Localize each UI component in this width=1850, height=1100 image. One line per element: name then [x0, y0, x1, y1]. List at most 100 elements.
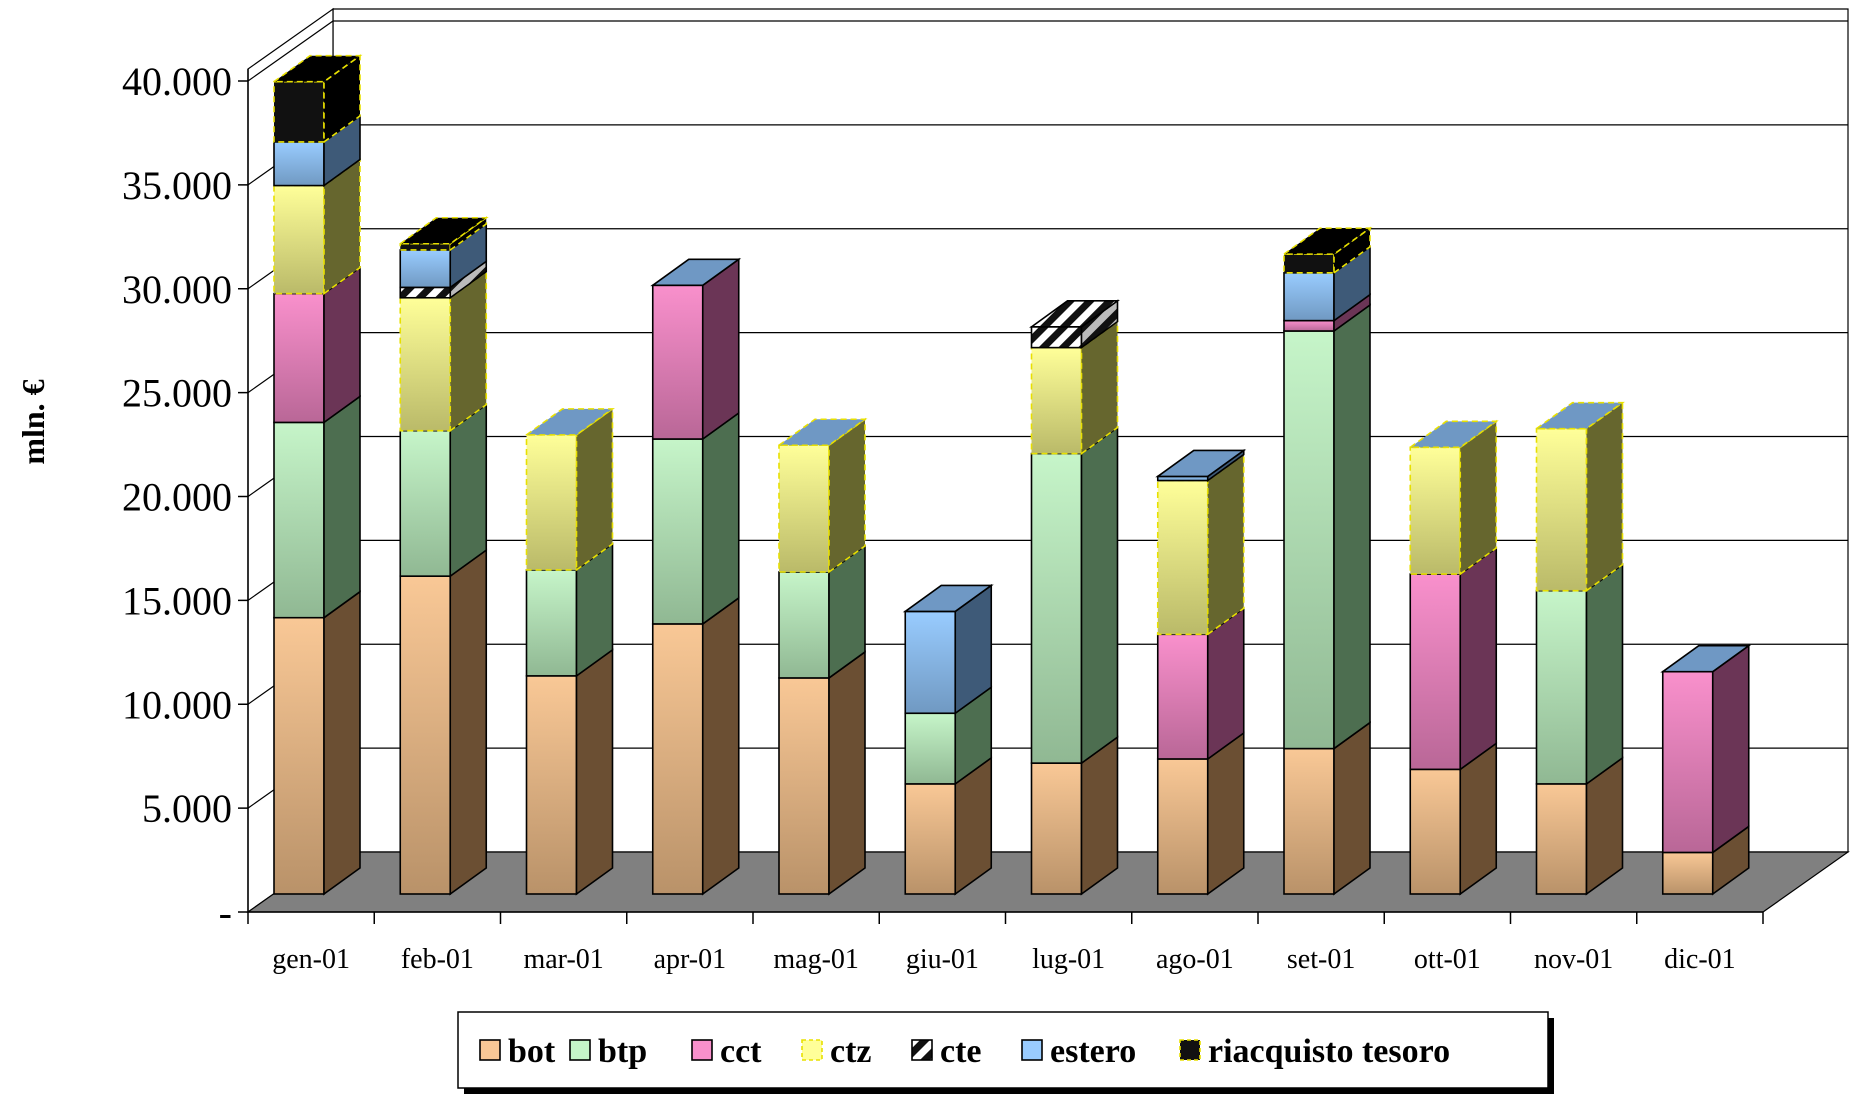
bar-front: [1535, 589, 1588, 785]
bar-front: [399, 296, 452, 432]
bar-segment-cct-gen-01: [273, 266, 361, 424]
legend-swatch-estero: [1021, 1039, 1043, 1061]
bar-segment-cte-lug-01: [1029, 299, 1120, 350]
bar-front: [525, 434, 578, 571]
bar-front: [273, 421, 325, 619]
bar-segment-ctz-nov-01: [1534, 401, 1625, 593]
bar-front: [399, 286, 452, 299]
legend: bot btp cct ctz cte estero riacquisto tesoro: [457, 1011, 1554, 1094]
bar-front: [1030, 346, 1083, 455]
legend-label-btp: btp: [598, 1033, 647, 1070]
y-tick-label: 35.000: [122, 163, 232, 208]
y-tick-label: 15.000: [122, 578, 232, 623]
y-tick-label: 40.000: [122, 59, 232, 104]
x-tick-label: gen-01: [272, 944, 350, 975]
bar-front: [1283, 272, 1335, 322]
bar-front: [273, 184, 325, 295]
bar-front: [778, 677, 830, 895]
bar-segment-ctz-ott-01: [1407, 419, 1499, 576]
bar-side: [1585, 563, 1624, 786]
bar-segment-btp-nov-01: [1535, 563, 1624, 786]
bar-segment-btp-set-01: [1283, 303, 1371, 751]
bar-front: [273, 616, 325, 895]
bar-side: [1459, 546, 1498, 771]
x-tick-label: nov-01: [1534, 944, 1613, 975]
bar-front: [1283, 319, 1335, 332]
bar-front: [1030, 452, 1083, 764]
gridline: [247, 20, 1848, 82]
bar-top: [271, 54, 363, 83]
bar-top: [1155, 449, 1247, 478]
bar-side: [575, 648, 614, 896]
x-tick-label: apr-01: [654, 944, 727, 975]
bar-segment-btp-gen-01: [273, 394, 361, 620]
y-tick-label: 30.000: [122, 267, 232, 312]
y-tick-label: -: [219, 890, 232, 935]
bar-front: [1283, 253, 1335, 274]
labels: - 5.000 10.000 15.000 20.000 25.000 30.000 35.0…: [122, 59, 1736, 975]
legend-label-cte: cte: [940, 1033, 982, 1070]
bar-top: [902, 584, 994, 613]
bar-side: [1080, 426, 1119, 765]
bar-front: [273, 141, 325, 187]
bar-segment-cct-ott-01: [1409, 546, 1498, 771]
bar-front: [1409, 573, 1462, 771]
bar-segment-btp-apr-01: [651, 411, 740, 626]
bar-segment-btp-feb-01: [399, 403, 488, 578]
legend-label-ctz: ctz: [830, 1033, 872, 1070]
bar-side: [1711, 644, 1750, 855]
bar-side: [323, 394, 361, 620]
bar-side: [701, 411, 740, 626]
bar-front: [1156, 758, 1209, 895]
bar-top: [650, 258, 742, 287]
bar-front: [1409, 768, 1462, 895]
bar-front: [1030, 762, 1083, 895]
bar-segment-ctz-gen-01: [273, 158, 361, 296]
bar-front: [1535, 783, 1588, 895]
y-tick-label: 10.000: [122, 682, 232, 727]
bar-segment-bot-ott-01: [1409, 741, 1498, 896]
bar-front: [1283, 330, 1335, 750]
legend-swatch-btp: [569, 1039, 591, 1061]
bar-segment-bot-mar-01: [525, 648, 614, 896]
legend-label-estero: estero: [1050, 1033, 1136, 1070]
legend-label-riacquisto-tesoro: riacquisto tesoro: [1208, 1033, 1450, 1070]
bar-front: [778, 444, 830, 573]
bar-segment-bot-feb-01: [399, 548, 488, 896]
bar-front: [904, 610, 957, 715]
bar-front: [525, 675, 578, 895]
bar-segment-bot-dic-01: [1661, 824, 1750, 896]
bar-front: [1156, 479, 1209, 636]
bar-side: [1080, 735, 1119, 896]
bar-segment-cct-dic-01: [1660, 644, 1752, 855]
y-axis-title: mln. €: [15, 379, 51, 464]
bar-front: [1409, 446, 1462, 575]
axes: [238, 69, 1764, 924]
bar-front: [525, 569, 578, 677]
x-tick-label: feb-01: [401, 944, 474, 975]
x-tick-label: set-01: [1287, 944, 1355, 975]
bar-side: [701, 257, 740, 441]
x-tick-label: ott-01: [1414, 944, 1481, 975]
bar-side: [323, 590, 361, 896]
legend-swatch-riacquisto-tesoro: [1179, 1039, 1201, 1061]
bar-front: [778, 571, 830, 679]
x-tick-label: dic-01: [1664, 944, 1736, 975]
bar-segment-bot-gen-01: [273, 590, 361, 896]
y-tick-label: 25.000: [122, 371, 232, 416]
bar-top: [1281, 227, 1373, 255]
bar-side: [1206, 731, 1245, 896]
bar-front: [904, 783, 957, 895]
bar-top: [1029, 300, 1120, 328]
bar-front: [1156, 633, 1209, 760]
bar-segment-bot-lug-01: [1030, 735, 1119, 896]
bar-segment-estero-feb-01: [399, 222, 488, 289]
legend-box: [457, 1011, 1549, 1089]
bar-segment-estero-giu-01: [902, 583, 994, 715]
bar-top: [1660, 644, 1752, 673]
bar-segment-cct-apr-01: [650, 257, 742, 441]
bar-front: [399, 575, 452, 895]
bar-segment-riacquisto-tesoro-feb-01: [397, 216, 489, 252]
bar-side: [1585, 401, 1624, 593]
